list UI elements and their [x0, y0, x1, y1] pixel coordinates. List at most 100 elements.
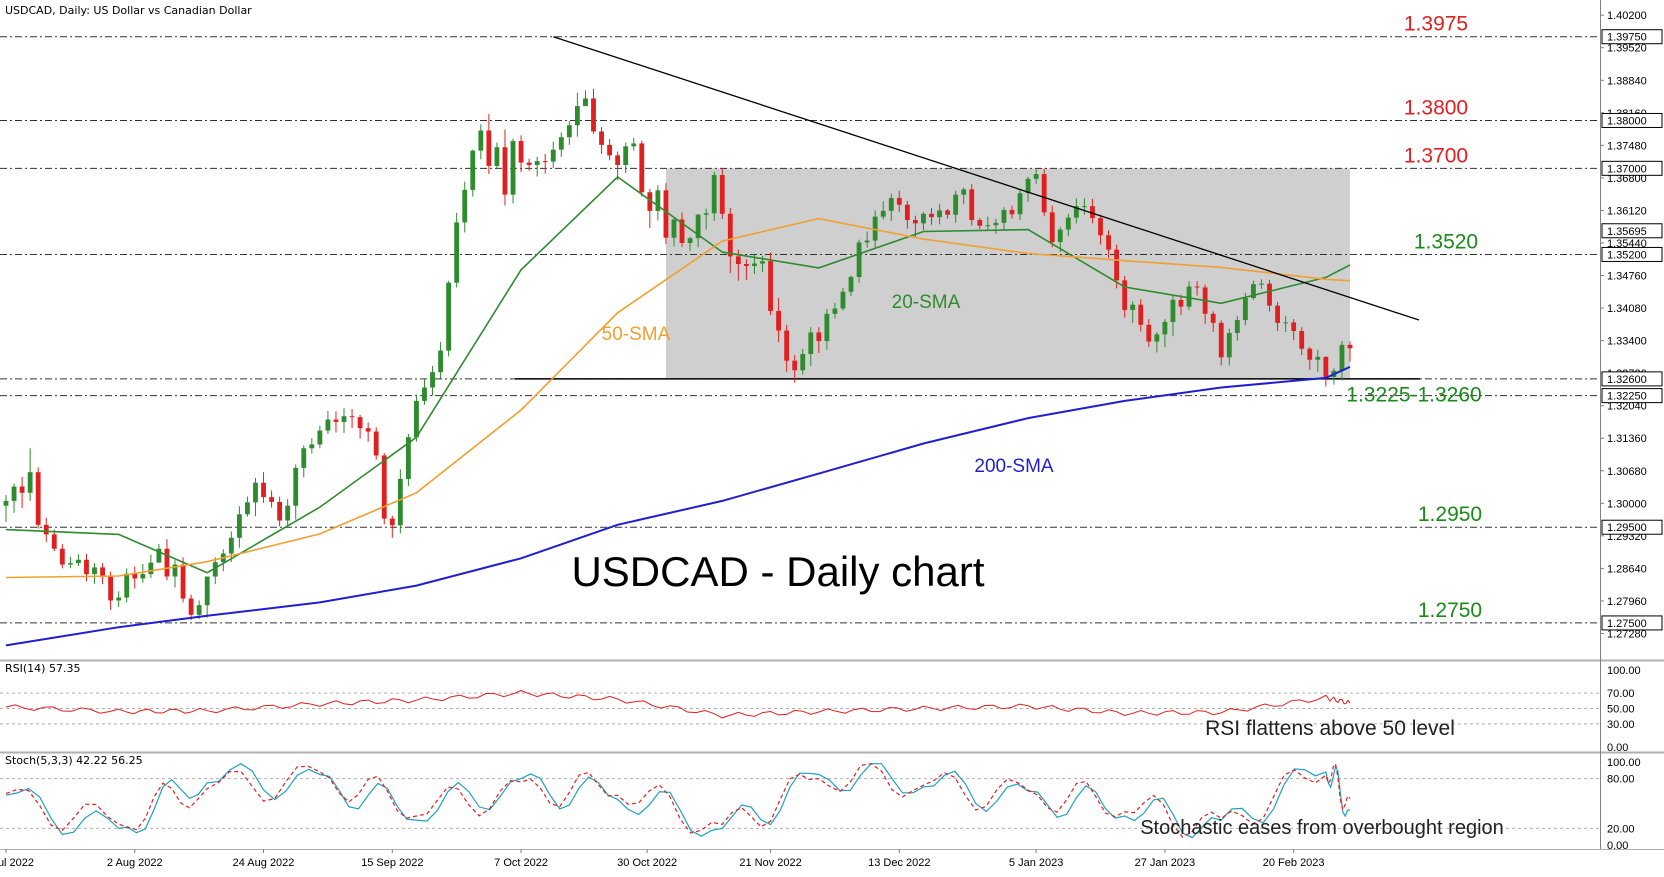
- stoch-tick-label: 0.00: [1607, 840, 1628, 852]
- candle-body: [381, 455, 387, 519]
- candle-body: [43, 524, 49, 535]
- candle-body: [357, 417, 363, 429]
- price-tag-box: [1601, 160, 1663, 176]
- stoch-annotation: Stochastic eases from overbought region: [1140, 817, 1504, 839]
- price-tick-label: 1.36120: [1607, 205, 1647, 217]
- price-tag-label: 1.29500: [1607, 522, 1647, 534]
- candle-body: [164, 548, 170, 577]
- rsi-tick-label: 100.00: [1607, 665, 1641, 677]
- candle-body: [574, 106, 580, 126]
- range-box: [665, 168, 1350, 379]
- candle-body: [349, 416, 355, 418]
- candle-body: [1178, 299, 1184, 307]
- candle-body: [1259, 283, 1264, 285]
- candle-body: [631, 143, 637, 147]
- candle-body: [494, 147, 500, 166]
- candle-body: [1162, 321, 1168, 335]
- candle-body: [776, 310, 782, 331]
- candle-body: [405, 437, 411, 479]
- candle-body: [1098, 218, 1103, 236]
- candle-body: [1033, 174, 1039, 179]
- candle-body: [671, 219, 677, 238]
- descending-trendline: [553, 36, 1420, 321]
- candle-body: [1146, 324, 1152, 342]
- time-tick-label: 15 Sep 2022: [361, 857, 423, 869]
- candle-body: [188, 598, 194, 615]
- price-tick-label: 1.31360: [1607, 433, 1647, 445]
- candle-body: [800, 353, 806, 371]
- candle-body: [333, 419, 339, 422]
- candle-body: [245, 502, 250, 515]
- rsi-tick-label: 50.00: [1607, 704, 1635, 716]
- candle-body: [1194, 286, 1200, 288]
- price-tag-box: [1601, 112, 1663, 128]
- price-tick-label: 1.37480: [1607, 140, 1647, 152]
- time-tick-label: 5 Jan 2023: [1009, 857, 1063, 869]
- rsi-annotation: RSI flattens above 50 level: [1205, 717, 1455, 740]
- sma-annotation: 200-SMA: [974, 456, 1054, 477]
- candle-body: [848, 276, 854, 292]
- candle-body: [921, 213, 926, 224]
- sma-line-200-sma: [5, 365, 1351, 647]
- price-tick-label: 1.36800: [1607, 173, 1647, 185]
- candle-body: [880, 210, 886, 217]
- level-label: 1.3225-1.3260: [1346, 384, 1481, 407]
- candle-body: [389, 518, 395, 526]
- price-tick-label: 1.34760: [1607, 271, 1647, 283]
- candle-body: [550, 149, 556, 162]
- time-tick-label: 7 Oct 2022: [494, 857, 548, 869]
- price-tag-box: [1601, 29, 1663, 45]
- stoch-signal-line: [5, 762, 1351, 838]
- candle-body: [566, 125, 572, 138]
- candle-body: [180, 564, 186, 599]
- price-tick-label: 1.30680: [1607, 466, 1647, 478]
- candle-body: [993, 222, 999, 226]
- candle-body: [35, 472, 41, 525]
- candle-body: [607, 144, 613, 156]
- price-tag-box: [1601, 388, 1663, 404]
- candle-body: [148, 562, 154, 575]
- candle-body: [1049, 212, 1055, 243]
- candle-body: [172, 564, 178, 577]
- stoch-main-line: [5, 763, 1351, 839]
- candle-body: [663, 190, 669, 238]
- candle-body: [3, 500, 9, 506]
- candle-body: [236, 514, 242, 538]
- rsi-tick-label: 30.00: [1607, 719, 1635, 731]
- candle-body: [430, 372, 435, 388]
- candle-body: [534, 161, 540, 165]
- candle-body: [446, 282, 452, 351]
- price-tick-label: 1.39520: [1607, 43, 1647, 55]
- candle-body: [623, 146, 629, 165]
- candle-body: [462, 189, 468, 223]
- candle-body: [228, 537, 234, 554]
- candle-body: [969, 189, 975, 220]
- candle-body: [269, 497, 274, 502]
- price-tick-label: 1.34080: [1607, 303, 1647, 315]
- candle-body: [1025, 178, 1031, 194]
- candle-body: [727, 213, 733, 257]
- sma-line-50-sma: [5, 217, 1351, 579]
- candle-body: [1339, 344, 1345, 371]
- candle-body: [1170, 299, 1176, 322]
- candle-body: [1283, 322, 1289, 324]
- candle-body: [422, 387, 427, 401]
- candle-body: [277, 501, 283, 521]
- candle-body: [1315, 356, 1321, 360]
- candle-body: [752, 263, 757, 266]
- rsi-header: RSI(14) 57.35: [5, 662, 81, 675]
- chart-title: USDCAD - Daily chart: [571, 548, 984, 595]
- candle-body: [655, 190, 661, 211]
- candle-body: [1323, 356, 1329, 377]
- candle-body: [204, 576, 210, 606]
- candle-body: [116, 597, 122, 601]
- price-tag-box: [1601, 519, 1663, 535]
- candle-body: [84, 559, 89, 575]
- candle-body: [1122, 280, 1128, 310]
- price-tick-label: 1.40200: [1607, 10, 1647, 22]
- candle-body: [1130, 304, 1136, 310]
- candle-body: [583, 98, 588, 107]
- price-tick-label: 1.33400: [1607, 336, 1647, 348]
- stoch-header: Stoch(5,3,3) 42.22 56.25: [5, 754, 143, 767]
